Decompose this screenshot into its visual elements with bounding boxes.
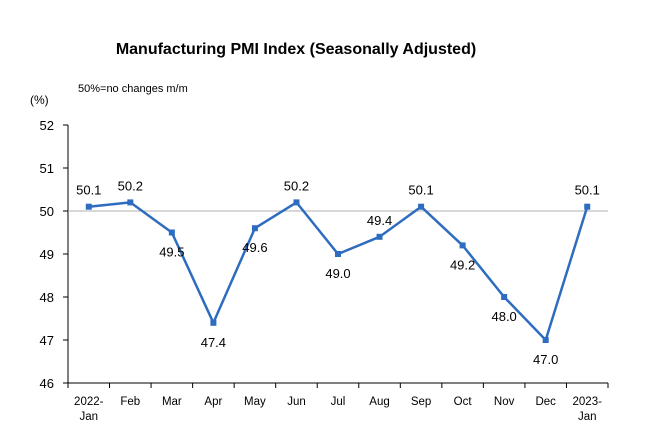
x-tick-label: Dec <box>535 396 556 408</box>
unit-label: (%) <box>30 93 49 107</box>
chart-title: Manufacturing PMI Index (Seasonally Adju… <box>116 41 476 58</box>
data-point-marker <box>376 233 383 240</box>
data-point-marker <box>210 319 217 326</box>
y-tick-label: 47 <box>40 333 54 348</box>
data-label: 49.6 <box>242 240 267 255</box>
data-label: 50.2 <box>118 178 143 193</box>
data-label: 49.0 <box>325 266 350 281</box>
y-tick-label: 50 <box>40 204 54 219</box>
y-tick-label: 49 <box>40 247 54 262</box>
plot-area: 46 47 48 49 50 51 52 2022-Jan Feb Mar Apr May Jun Jul… <box>40 118 609 423</box>
x-tick-label: Jul <box>331 396 346 408</box>
x-tick-label: May <box>244 396 266 408</box>
data-point-marker <box>251 225 258 232</box>
x-tick-label: Sep <box>411 396 431 408</box>
x-tick-label: Nov <box>494 396 515 408</box>
data-label: 50.2 <box>284 178 309 193</box>
y-tick-label: 48 <box>40 290 54 305</box>
data-point-marker <box>127 199 134 206</box>
x-tick-label: Apr <box>204 396 222 408</box>
data-point-marker <box>293 199 300 206</box>
y-tick-label: 46 <box>40 376 54 391</box>
data-point-marker <box>501 294 508 300</box>
data-label: 47.4 <box>201 335 226 350</box>
data-point-marker <box>85 203 92 210</box>
data-point-marker <box>584 203 591 210</box>
x-tick-label: 2023-Jan <box>573 396 603 423</box>
data-label: 50.1 <box>575 183 600 198</box>
data-label: 50.1 <box>76 183 101 198</box>
y-tick-label: 51 <box>40 161 54 176</box>
data-label: 49.5 <box>159 245 184 260</box>
data-label: 49.4 <box>367 213 392 228</box>
data-label: 50.1 <box>408 183 433 198</box>
annotation-note: 50%=no changes m/m <box>78 83 188 95</box>
y-tick-label: 52 <box>40 118 54 133</box>
data-label: 47.0 <box>533 352 558 367</box>
data-point-marker <box>542 337 549 343</box>
x-tick-label: Feb <box>120 396 140 408</box>
data-point-marker <box>459 242 466 249</box>
x-tick-label: Jun <box>287 396 306 408</box>
data-point-marker <box>418 203 425 210</box>
data-point-marker <box>168 229 175 236</box>
x-tick-label: Aug <box>369 396 389 408</box>
x-tick-label: Mar <box>162 396 182 408</box>
data-label: 49.2 <box>450 257 475 272</box>
x-tick-label: 2022-Jan <box>74 396 104 423</box>
data-point-marker <box>335 251 341 257</box>
data-label: 48.0 <box>491 309 516 324</box>
x-tick-label: Oct <box>454 396 473 408</box>
